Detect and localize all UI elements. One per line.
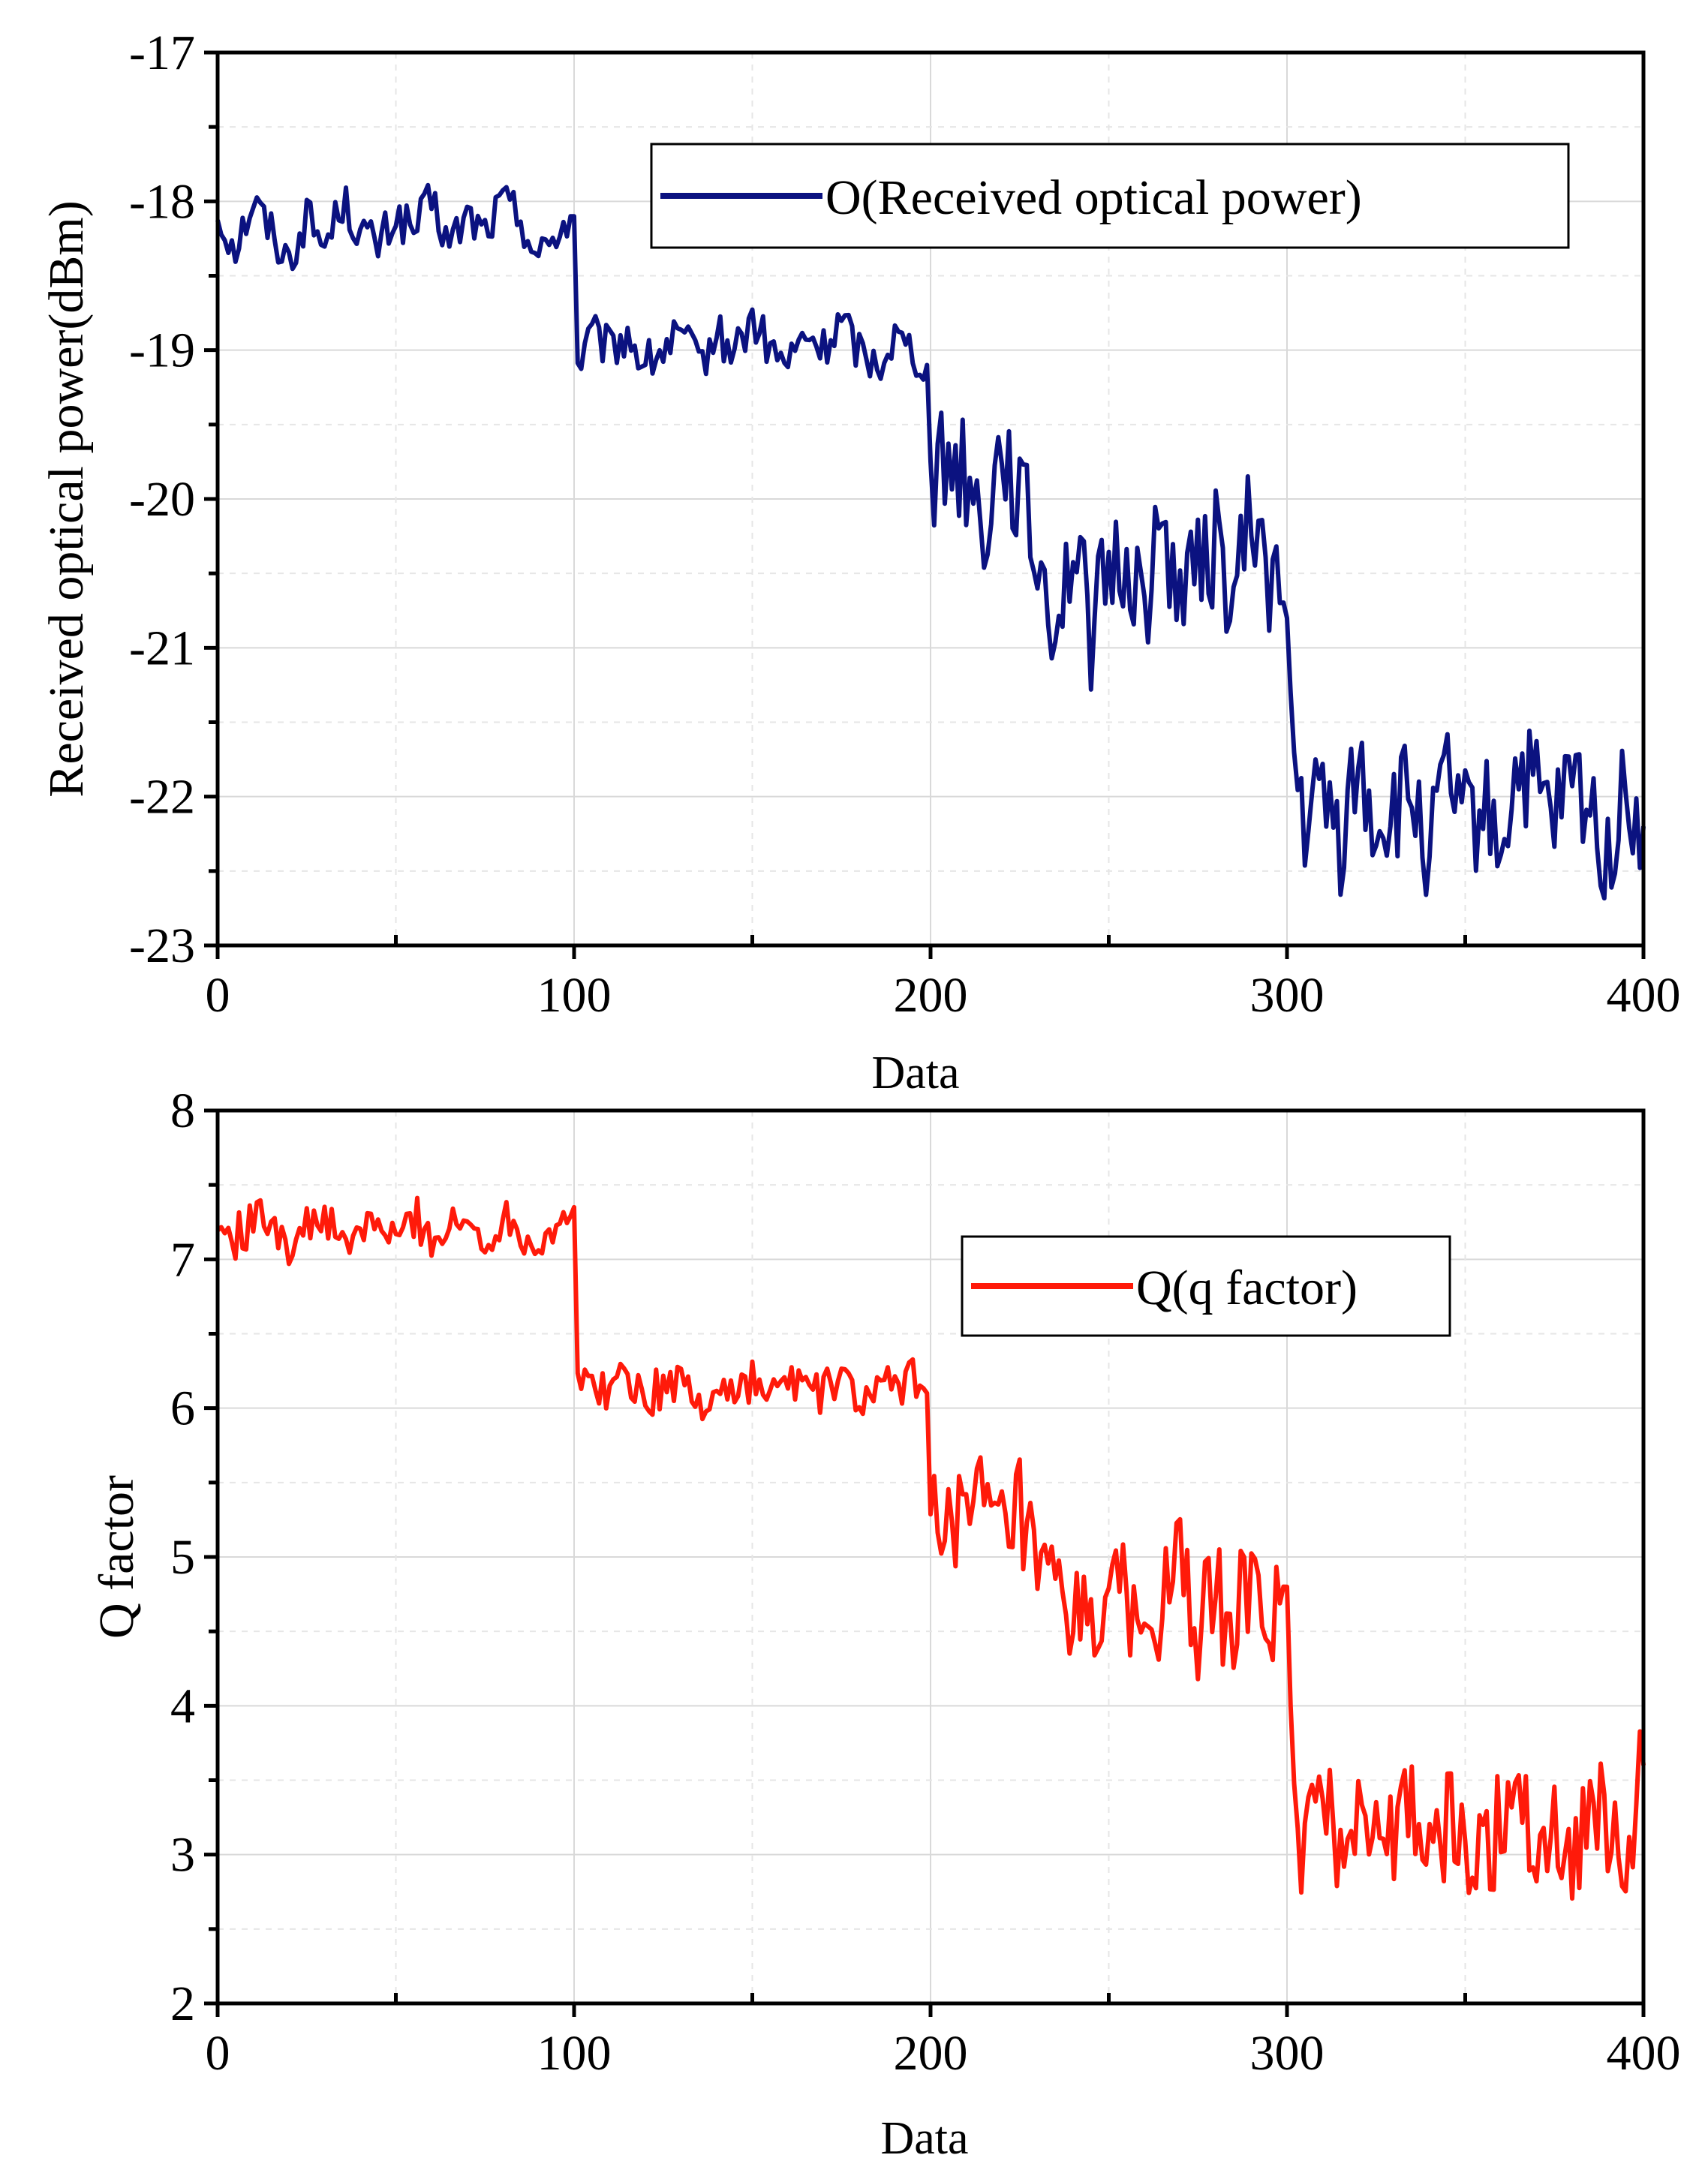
q-factor-chart-x-tick-label: 100 bbox=[537, 2026, 612, 2081]
q-factor-chart-legend-label: Q(q factor) bbox=[1136, 1261, 1358, 1315]
q-factor-chart-x-tick-label: 400 bbox=[1607, 2026, 1681, 2081]
q-factor-chart-legend: Q(q factor) bbox=[961, 1235, 1451, 1337]
q-factor-chart-y-axis-label: Q factor bbox=[89, 1475, 144, 1639]
power-chart-x-tick-label: 200 bbox=[894, 968, 968, 1023]
q-factor-chart-x-tick-label: 300 bbox=[1250, 2026, 1325, 2081]
q-factor-chart-y-tick-label: 8 bbox=[170, 1084, 195, 1138]
power-chart-y-tick-label: -19 bbox=[129, 323, 195, 378]
power-chart-x-tick-label: 100 bbox=[537, 968, 612, 1023]
power-chart-x-axis-label: Data bbox=[871, 1047, 959, 1099]
q-factor-chart: 0 100 200 300 400 2 3 4 5 6 7 8 Data Q factor Q(q f… bbox=[89, 1084, 1681, 2164]
power-chart-y-tick-label: -23 bbox=[129, 918, 195, 973]
power-chart-y-axis-label: Received optical power(dBm) bbox=[39, 200, 94, 797]
q-factor-chart-y-tick-label: 2 bbox=[170, 1976, 195, 2031]
q-factor-chart-x-tick-label: 200 bbox=[894, 2026, 968, 2081]
power-chart-x-tick-label: 400 bbox=[1607, 968, 1681, 1023]
power-chart-y-tick-label: -17 bbox=[129, 26, 195, 80]
q-factor-chart-y-tick-label: 6 bbox=[170, 1381, 195, 1436]
power-chart: 0 100 200 300 400-23-22-21-20-19-18-17 Data … bbox=[39, 26, 1681, 1099]
power-chart-ticks bbox=[204, 50, 1646, 959]
q-factor-chart-y-tick-label: 7 bbox=[170, 1232, 195, 1287]
q-factor-chart-ticks bbox=[204, 1108, 1646, 2017]
q-factor-chart-tick-labels: 0 100 200 300 400 2 3 4 5 6 7 8 bbox=[170, 1084, 1681, 2081]
power-chart-series-line bbox=[215, 182, 1646, 901]
power-chart-legend: O(Received optical power) bbox=[650, 143, 1570, 249]
q-factor-chart-y-tick-label: 5 bbox=[170, 1530, 195, 1585]
power-chart-tick-labels: 0 100 200 300 400 -23 -22 -21 -20 -19 -18 -17 bbox=[129, 26, 1680, 1023]
q-factor-chart-series bbox=[215, 1195, 1646, 1901]
power-chart-y-tick-label: -21 bbox=[129, 621, 195, 675]
power-chart-y-tick-label: -20 bbox=[129, 472, 195, 527]
power-chart-x-tick-label: 0 bbox=[206, 968, 230, 1023]
q-factor-chart-x-axis-label: Data bbox=[880, 2113, 968, 2164]
power-chart-legend-label: O(Received optical power) bbox=[825, 170, 1362, 225]
q-factor-chart-y-tick-label: 3 bbox=[170, 1828, 195, 1883]
power-chart-y-tick-label: -22 bbox=[129, 770, 195, 825]
power-chart-x-tick-label: 300 bbox=[1250, 968, 1325, 1023]
q-factor-chart-series-line bbox=[215, 1195, 1646, 1901]
power-chart-series bbox=[215, 182, 1646, 901]
q-factor-chart-y-tick-label: 4 bbox=[170, 1679, 195, 1733]
power-chart-y-tick-label: -18 bbox=[129, 174, 195, 229]
q-factor-chart-x-tick-label: 0 bbox=[206, 2026, 230, 2081]
q-factor-chart-grid bbox=[218, 1111, 1643, 2003]
